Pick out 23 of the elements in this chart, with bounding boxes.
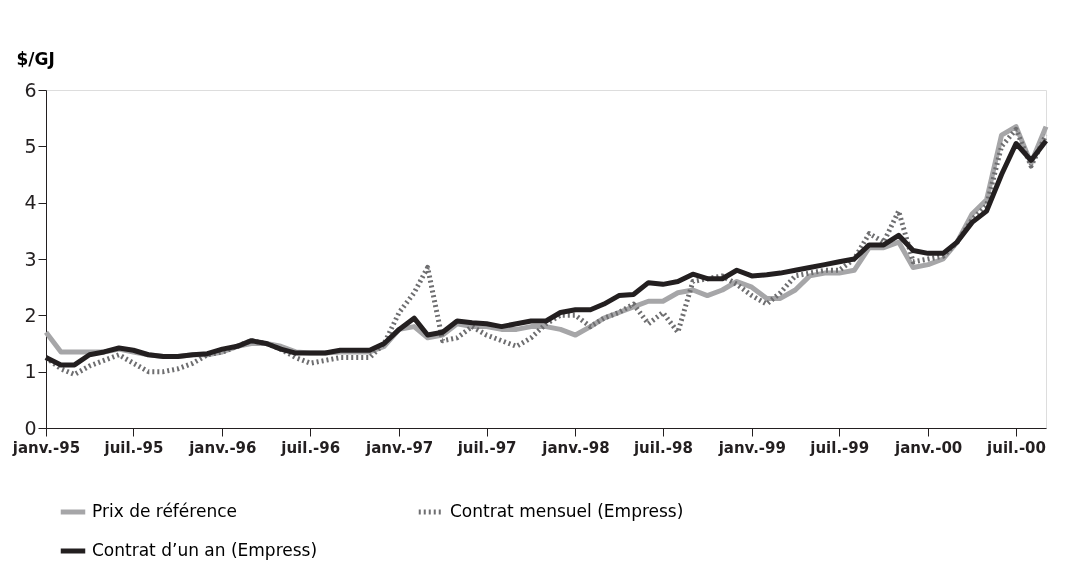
x-tick-label: janv.-99 bbox=[717, 438, 786, 457]
x-tick-label: janv.-95 bbox=[11, 438, 81, 457]
x-tick-label: janv.-96 bbox=[188, 438, 257, 457]
x-tick-label: janv.-97 bbox=[364, 438, 434, 457]
y-tick-label: 5 bbox=[24, 134, 37, 157]
y-tick-label: 6 bbox=[24, 78, 37, 101]
y-tick-label: 4 bbox=[24, 191, 37, 214]
x-tick-label: juil.-99 bbox=[809, 438, 870, 457]
y-tick-label: 2 bbox=[24, 303, 37, 326]
x-tick-label: juil.-95 bbox=[103, 438, 164, 457]
x-tick-label: janv.-98 bbox=[541, 438, 610, 457]
y-tick-label: 0 bbox=[24, 416, 37, 439]
x-tick-label: juil.-00 bbox=[986, 438, 1046, 457]
x-tick-label: juil.-96 bbox=[280, 438, 341, 457]
x-tick-label: juil.-98 bbox=[632, 438, 693, 457]
x-tick-label: juil.-97 bbox=[456, 438, 517, 457]
y-tick-label: 3 bbox=[24, 247, 37, 270]
x-tick-label: janv.-00 bbox=[893, 438, 963, 457]
legend-label: Contrat d’un an (Empress) bbox=[92, 540, 318, 560]
legend-label: Contrat mensuel (Empress) bbox=[450, 501, 684, 521]
legend-label: Prix de référence bbox=[92, 501, 237, 521]
y-tick-label: 1 bbox=[24, 360, 37, 383]
y-axis-title: $/GJ bbox=[16, 48, 55, 69]
